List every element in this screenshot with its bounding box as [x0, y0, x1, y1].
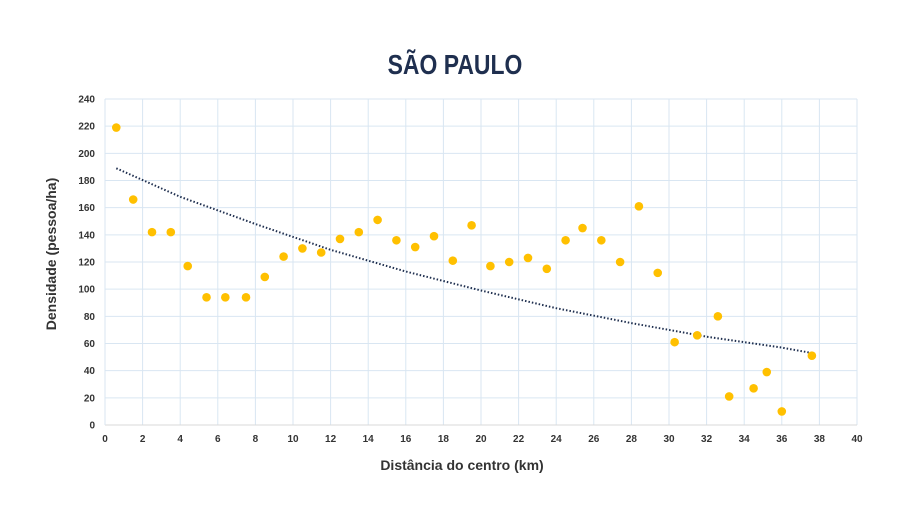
- data-point: [713, 312, 723, 321]
- y-tick-label: 100: [78, 285, 95, 296]
- y-tick-label: 240: [78, 95, 95, 106]
- data-point: [615, 257, 625, 267]
- data-point: [335, 234, 345, 244]
- x-axis-label: Distância do centro (km): [380, 457, 543, 473]
- data-point: [392, 235, 401, 245]
- data-point: [183, 261, 193, 271]
- y-tick-label: 200: [78, 149, 95, 160]
- x-tick-label: 10: [287, 434, 299, 445]
- x-tick-label: 16: [400, 434, 412, 445]
- data-point: [166, 227, 176, 237]
- data-point: [724, 392, 734, 401]
- data-point: [634, 202, 644, 211]
- data-point: [111, 123, 121, 132]
- y-tick-label: 180: [78, 176, 95, 187]
- y-tick-label: 60: [84, 339, 96, 350]
- x-tick-label: 18: [438, 434, 450, 445]
- data-point: [448, 256, 458, 265]
- data-points: [111, 123, 817, 416]
- data-point: [504, 257, 514, 267]
- x-tick-label: 28: [626, 434, 638, 445]
- y-tick-label: 20: [84, 393, 96, 404]
- x-tick-label: 14: [363, 434, 375, 445]
- y-tick-label: 80: [84, 312, 96, 323]
- data-point: [128, 195, 138, 204]
- data-point: [298, 244, 307, 253]
- data-point: [373, 215, 382, 225]
- y-tick-label: 0: [89, 421, 95, 432]
- data-point: [221, 293, 230, 302]
- x-tick-label: 38: [814, 434, 826, 445]
- data-point: [147, 227, 157, 237]
- x-tick-label: 22: [513, 434, 525, 445]
- data-point: [762, 367, 772, 377]
- trendline-path: [115, 167, 813, 354]
- y-tick-label: 120: [78, 258, 95, 269]
- x-tick-label: 12: [325, 434, 337, 445]
- data-point: [316, 248, 326, 257]
- y-tick-label: 40: [84, 366, 96, 377]
- data-point: [597, 235, 606, 245]
- trendline: [115, 167, 813, 354]
- data-point: [486, 261, 495, 271]
- x-tick-label: 34: [739, 434, 751, 445]
- data-point: [279, 252, 288, 261]
- x-tick-label: 2: [140, 434, 146, 445]
- data-point: [429, 231, 439, 241]
- data-point: [467, 221, 476, 230]
- data-point: [241, 293, 251, 302]
- y-tick-label: 140: [78, 230, 95, 241]
- data-point: [354, 227, 364, 237]
- x-tick-label: 20: [475, 434, 487, 445]
- x-tick-label: 8: [253, 434, 259, 445]
- x-tick-label: 0: [102, 434, 108, 445]
- data-point: [777, 407, 787, 416]
- y-tick-label: 220: [78, 122, 95, 133]
- x-tick-label: 32: [701, 434, 713, 445]
- data-point: [692, 331, 702, 340]
- y-axis-label: Densidade (pessoa/ha): [43, 178, 59, 331]
- data-point: [807, 351, 817, 361]
- x-tick-label: 6: [215, 434, 221, 445]
- data-point: [202, 293, 211, 302]
- data-point: [749, 384, 758, 393]
- x-tick-label: 4: [177, 434, 183, 445]
- x-tick-label: 26: [588, 434, 600, 445]
- x-tick-label: 36: [776, 434, 788, 445]
- chart-title: SÃO PAULO: [388, 48, 523, 81]
- data-point: [260, 272, 270, 282]
- data-point: [523, 253, 533, 263]
- y-tick-label: 160: [78, 203, 95, 214]
- data-point: [561, 235, 570, 245]
- data-point: [653, 268, 663, 278]
- grid: [105, 98, 858, 425]
- data-point: [670, 337, 679, 347]
- x-tick-label: 30: [663, 434, 675, 445]
- data-point: [578, 223, 587, 233]
- data-point: [410, 242, 420, 252]
- x-tick-label: 40: [851, 434, 863, 445]
- x-tick-label: 24: [551, 434, 563, 445]
- data-point: [542, 264, 552, 274]
